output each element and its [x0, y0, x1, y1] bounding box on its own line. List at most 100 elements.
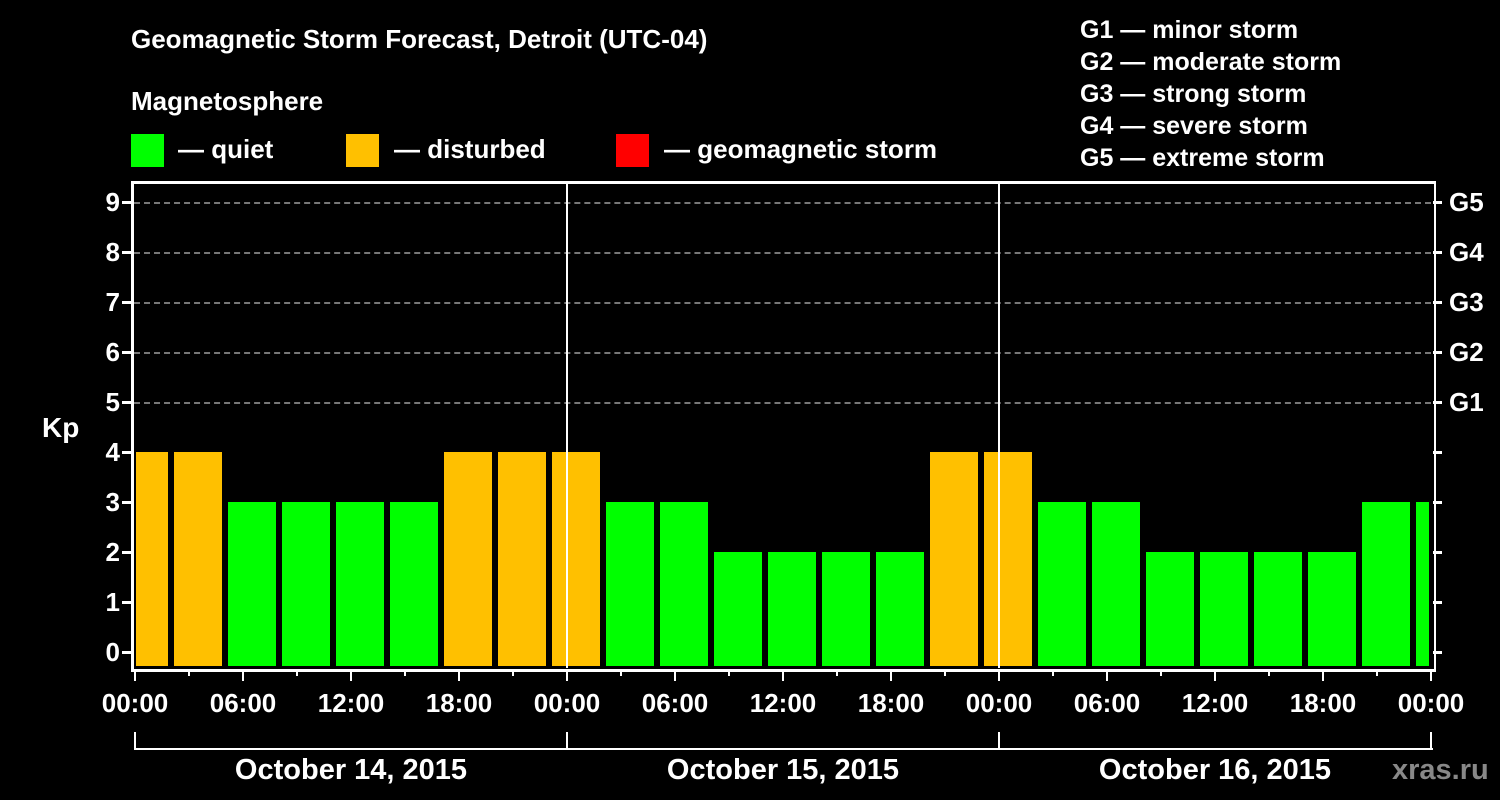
gridline [134, 352, 1431, 354]
x-tick [458, 669, 460, 681]
legend-label-quiet: — quiet [178, 134, 274, 164]
y-tick [122, 251, 131, 254]
kp-bar [498, 452, 546, 666]
g-scale-item: G4 — severe storm [1080, 112, 1308, 140]
kp-bar [768, 552, 816, 666]
y-tick [122, 601, 131, 604]
y-tick-label: 4 [105, 437, 120, 467]
x-tick-label: 12:00 [1181, 688, 1249, 718]
y-tick-label: 7 [105, 287, 120, 317]
x-tick [296, 669, 298, 676]
y-tick [122, 501, 131, 504]
kp-bar [444, 452, 492, 666]
y-tick-label: 0 [105, 637, 120, 667]
day-divider [998, 181, 1000, 668]
x-tick [674, 669, 676, 681]
g-level-label: G1 [1449, 387, 1484, 417]
y-tick-label: 2 [105, 537, 120, 567]
legend-swatch-disturbed [346, 134, 379, 167]
y-tick [122, 301, 131, 304]
x-tick [1268, 669, 1270, 676]
x-tick-label: 00:00 [965, 688, 1033, 718]
x-tick-label: 06:00 [641, 688, 709, 718]
right-tick [1433, 501, 1442, 504]
x-tick [782, 669, 784, 681]
date-bracket [134, 748, 1433, 750]
g-level-label: G2 [1449, 337, 1484, 367]
y-tick-label: 6 [105, 337, 120, 367]
g-level-label: G3 [1449, 287, 1484, 317]
y-tick [122, 451, 131, 454]
g-level-label: G4 [1449, 237, 1484, 267]
legend-swatch-quiet [131, 134, 164, 167]
kp-bar [876, 552, 924, 666]
g-scale-item: G3 — strong storm [1080, 80, 1307, 108]
g-scale-list: G1 — minor storm G2 — moderate storm G3 … [1080, 14, 1341, 174]
y-tick-label: 8 [105, 237, 120, 267]
kp-bar [714, 552, 762, 666]
watermark: xras.ru [1392, 754, 1489, 786]
right-tick [1433, 251, 1442, 254]
y-tick-label: 5 [105, 387, 120, 417]
y-tick [122, 201, 131, 204]
kp-bar [1146, 552, 1194, 666]
date-label: October 16, 2015 [1098, 754, 1332, 786]
kp-bar [984, 452, 1032, 666]
gridline [134, 252, 1431, 254]
right-tick [1433, 551, 1442, 554]
x-tick [350, 669, 352, 681]
kp-bar [606, 502, 654, 666]
x-tick-label: 00:00 [1397, 688, 1465, 718]
x-tick [1322, 669, 1324, 681]
x-tick [566, 669, 568, 681]
date-bracket-end [1430, 732, 1432, 750]
g-scale-item: G1 — minor storm [1080, 16, 1299, 44]
kp-bar [1362, 502, 1410, 666]
chart-title: Geomagnetic Storm Forecast, Detroit (UTC… [131, 24, 708, 54]
x-tick [1106, 669, 1108, 681]
legend-label-storm: — geomagnetic storm [664, 134, 938, 164]
x-tick-label: 06:00 [209, 688, 277, 718]
x-tick-label: 06:00 [1073, 688, 1141, 718]
kp-bar [1200, 552, 1248, 666]
x-tick [620, 669, 622, 676]
right-tick [1433, 451, 1442, 454]
right-tick [1433, 351, 1442, 354]
date-label: October 15, 2015 [666, 754, 900, 786]
x-tick-label: 00:00 [101, 688, 169, 718]
date-bracket-end [134, 732, 136, 750]
kp-bar [282, 502, 330, 666]
x-tick [998, 669, 1000, 681]
gridline [134, 302, 1431, 304]
kp-bar [174, 452, 222, 666]
x-tick-label: 00:00 [533, 688, 601, 718]
x-tick-label: 18:00 [857, 688, 925, 718]
kp-bar [552, 452, 600, 666]
y-tick [122, 401, 131, 404]
x-tick-label: 12:00 [749, 688, 817, 718]
x-tick [890, 669, 892, 681]
kp-bar [1416, 502, 1429, 666]
right-tick [1433, 401, 1442, 404]
gridline [134, 202, 1431, 204]
y-tick-label: 1 [105, 587, 120, 617]
x-tick [242, 669, 244, 681]
kp-bar [1038, 502, 1086, 666]
g-scale-item: G2 — moderate storm [1080, 48, 1342, 76]
y-tick [122, 351, 131, 354]
x-tick [1214, 669, 1216, 681]
x-tick-label: 18:00 [425, 688, 493, 718]
legend-label-disturbed: — disturbed [394, 134, 546, 164]
y-tick-label: 9 [105, 187, 120, 217]
kp-bar [1308, 552, 1356, 666]
kp-bar [390, 502, 438, 666]
right-tick [1433, 651, 1442, 654]
day-divider [566, 181, 568, 668]
x-tick [1376, 669, 1378, 676]
x-tick [134, 669, 136, 681]
kp-bar [336, 502, 384, 666]
right-tick [1433, 301, 1442, 304]
right-tick [1433, 201, 1442, 204]
kp-bar [1254, 552, 1302, 666]
kp-bar [660, 502, 708, 666]
